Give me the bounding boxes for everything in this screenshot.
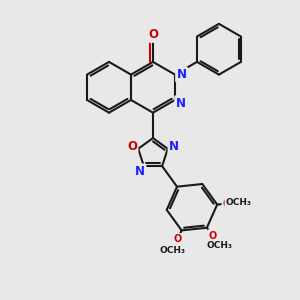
Text: O: O [208, 231, 217, 241]
Text: N: N [169, 140, 179, 153]
Text: N: N [135, 165, 145, 178]
Text: N: N [176, 68, 187, 81]
Text: O: O [174, 234, 182, 244]
Text: O: O [148, 28, 158, 41]
Text: O: O [223, 199, 231, 208]
Text: N: N [176, 97, 186, 110]
Text: OCH₃: OCH₃ [160, 246, 186, 255]
Text: O: O [127, 140, 137, 153]
Text: OCH₃: OCH₃ [207, 241, 232, 250]
Text: OCH₃: OCH₃ [226, 198, 252, 207]
